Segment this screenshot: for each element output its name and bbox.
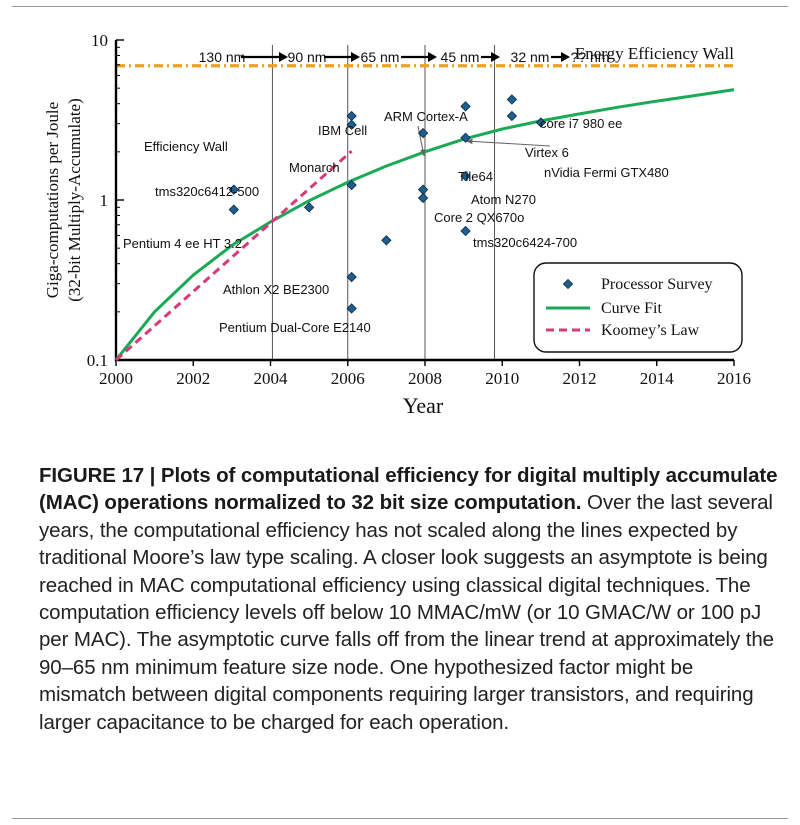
x-tick-label: 2000: [99, 369, 133, 388]
data-point: [460, 170, 471, 182]
point-label: IBM Cell: [318, 123, 367, 138]
node-label: 65 nm: [361, 49, 400, 65]
data-point: [346, 271, 357, 283]
data-point: [417, 192, 429, 204]
legend-label: Processor Survey: [601, 276, 713, 293]
legend-marker-survey: [562, 278, 574, 290]
point-label: core i7 980 ee: [540, 116, 622, 131]
data-point: [381, 235, 392, 246]
data-point: [228, 204, 239, 215]
data-point: [506, 94, 518, 105]
point-label: Pentium 4 ee HT 3.2: [123, 236, 242, 251]
y-tick-label: 1: [100, 191, 109, 210]
point-label: nVidia Fermi GTX480: [544, 165, 669, 180]
y-tick-label: 10: [91, 31, 108, 50]
x-tick-label: 2008: [408, 369, 442, 388]
x-tick-label: 2002: [176, 369, 210, 388]
x-tick-label: 2006: [331, 369, 365, 388]
callout-arrow-head: [466, 138, 473, 145]
data-point: [228, 184, 239, 195]
curve-fit-line: [114, 88, 735, 361]
caption-body: Over the last several years, the computa…: [39, 491, 774, 734]
x-tick-label: 2010: [485, 369, 519, 388]
node-label: 45 nm: [441, 49, 480, 65]
x-tick-label: 2016: [717, 369, 751, 388]
data-point: [460, 101, 471, 112]
node-label: ?? nm: [571, 49, 610, 65]
energy-wall-label: Energy Efficiency Wall: [575, 44, 734, 63]
x-tick-label: 2004: [254, 369, 289, 388]
callout-arrow: [465, 140, 551, 147]
data-point: [535, 117, 547, 128]
data-point: [346, 179, 357, 191]
node-label: 130 nm: [199, 49, 246, 65]
figure-frame: [12, 6, 788, 819]
node-arrow-head: [491, 52, 500, 62]
x-tick-label: 2012: [563, 369, 597, 388]
efficiency-chart: Energy Efficiency Wall Year Giga-computat…: [43, 31, 751, 418]
node-arrow-head: [279, 52, 288, 62]
data-point: [417, 127, 429, 139]
koomey-law-line: [115, 150, 353, 362]
legend-label: Curve Fit: [601, 300, 662, 317]
node-arrow-head: [561, 52, 570, 62]
efficiency-wall-label: Efficiency Wall: [144, 139, 228, 154]
point-label-virtex6: Virtex 6: [525, 145, 569, 160]
x-axis-title: Year: [403, 393, 444, 418]
data-point: [460, 225, 471, 237]
y-tick-label: 0.1: [87, 351, 108, 370]
point-label: tms320c6424-700: [473, 235, 577, 250]
point-label: Core 2 QX670o: [434, 210, 524, 225]
point-label: Athlon X2 BE2300: [223, 282, 329, 297]
data-point: [346, 303, 357, 314]
node-arrow-head: [351, 52, 360, 62]
figure-caption: FIGURE 17 | Plots of computational effic…: [39, 462, 779, 736]
node-label: 90 nm: [288, 49, 327, 65]
data-point: [346, 119, 357, 130]
caption-title: FIGURE 17 | Plots of computational effic…: [39, 464, 778, 515]
data-point: [303, 202, 315, 213]
x-tick-label: 2014: [640, 369, 675, 388]
point-label: Atom N270: [471, 192, 536, 207]
node-label: 32 nm: [511, 49, 550, 65]
point-label: tms320c6412-500: [155, 184, 259, 199]
legend-label: Koomey’s Law: [601, 322, 700, 339]
point-label: Pentium Dual-Core E2140: [219, 320, 371, 335]
point-label: ARM Cortex-A: [384, 109, 468, 124]
point-label: Tile64: [458, 169, 493, 184]
y-axis-title-line1: Giga-computations per Joule: [43, 102, 62, 298]
point-label: Monarch: [289, 160, 340, 175]
callout-arrow-head: [420, 149, 426, 156]
y-axis-title-line2: (32-bit Multiply-Accumulate): [65, 98, 84, 301]
node-arrow-head: [428, 52, 437, 62]
data-point: [460, 132, 471, 143]
data-point: [506, 110, 518, 122]
data-point: [346, 110, 357, 122]
